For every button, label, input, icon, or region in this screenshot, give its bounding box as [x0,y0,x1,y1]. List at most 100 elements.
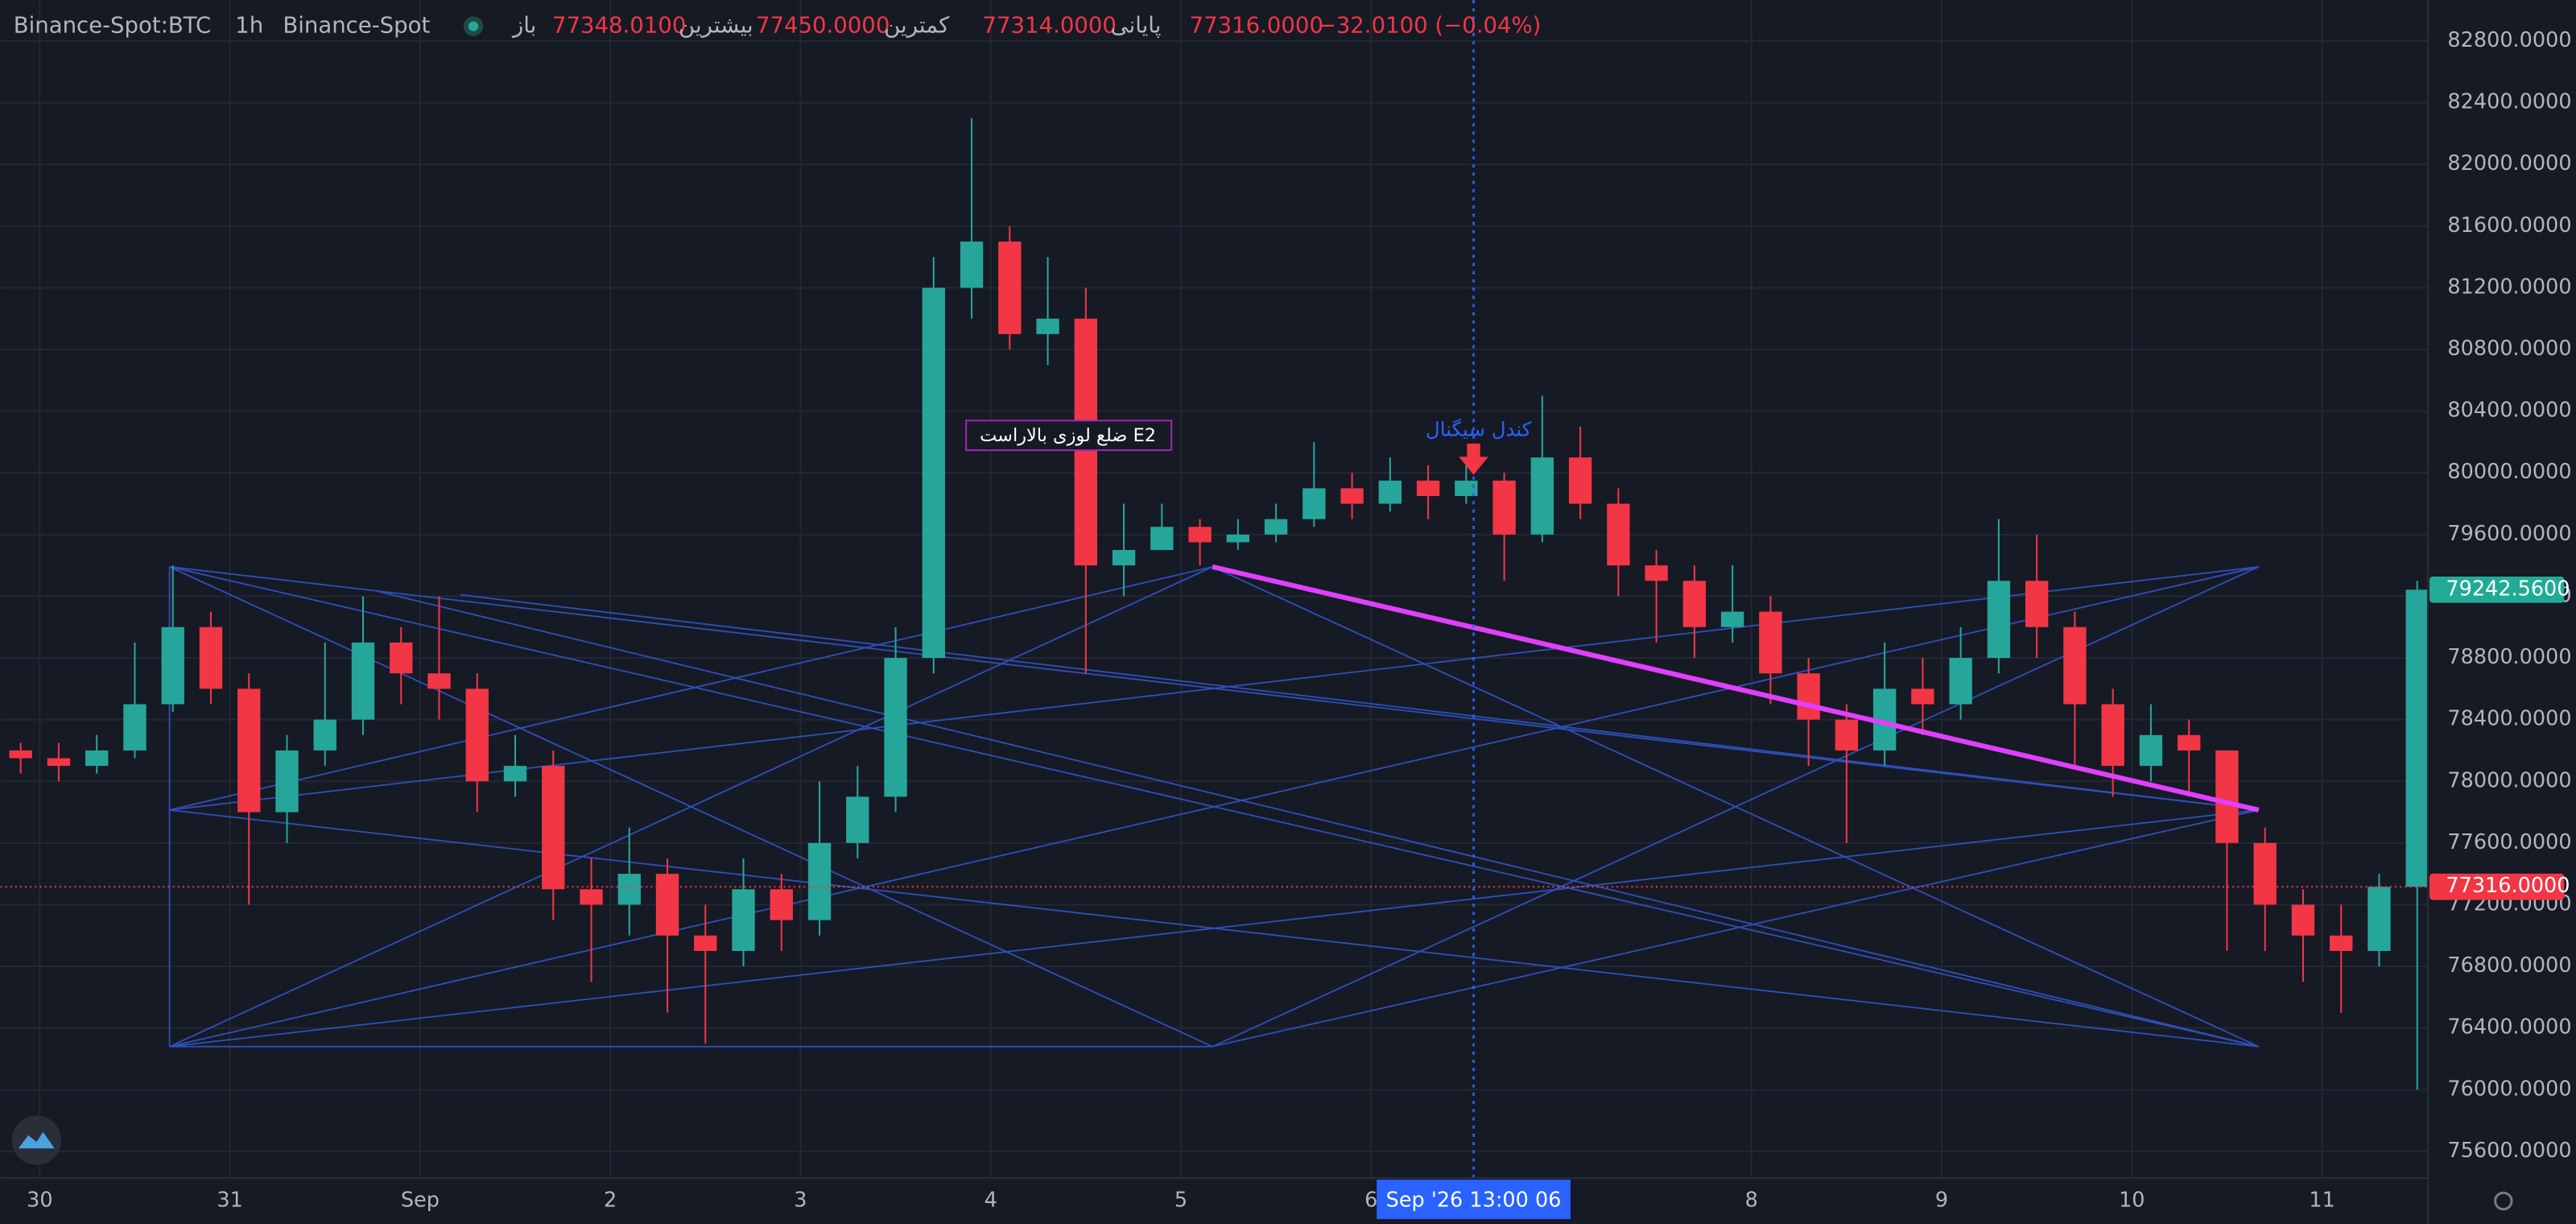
x-tick-label: 31 [217,1188,242,1212]
candle-body [1302,488,1326,519]
candle-body [655,874,679,936]
low-value: 77314.0000 [983,13,1117,39]
candle-body [1759,611,1782,674]
symbol: Binance-Spot:BTC [14,13,212,39]
trend-line [1212,564,2260,813]
candle-body [123,704,147,751]
candle-body [2405,589,2428,887]
candle-body [1607,503,1630,566]
candle-body [1568,457,1592,504]
y-tick-label: 81200.0000 [2447,275,2571,299]
candle-body [770,889,793,920]
candle-body [884,658,907,797]
candle-body [2215,750,2239,843]
candle-body [1378,480,1402,504]
candle-body [390,642,413,674]
x-tick-label: 30 [27,1188,52,1212]
candle-body [2253,842,2277,905]
y-tick-label: 78800.0000 [2447,645,2571,669]
candle-body [998,241,1022,334]
logo[interactable] [11,1115,61,1165]
x-tick-label: 9 [1935,1188,1948,1212]
price-label: 79242.5600 [2446,577,2570,601]
candle-body [1835,719,1859,751]
candle-body [2291,904,2315,936]
interval: 1h [235,13,263,39]
candle-body [1492,480,1516,535]
x-tick-label: 3 [794,1188,807,1212]
grid [0,0,2428,1178]
x-tick-label: 10 [2119,1188,2145,1212]
candle-body [313,719,336,751]
candle-body [47,758,71,767]
y-tick-label: 76800.0000 [2447,953,2571,978]
candle-body [846,796,869,843]
candle-body [2178,734,2201,751]
candle-body [1720,611,1744,627]
crosshair-label: Sep '26 13:00 06 [1386,1188,1562,1212]
candle-body [1987,581,2011,659]
candle-body [2139,734,2163,767]
y-tick-label: 81600.0000 [2447,213,2571,238]
x-tick-label: 6 [1364,1188,1377,1212]
y-tick-label: 76000.0000 [2447,1077,2571,1101]
candle-body [1645,565,1668,581]
close-label: پایانی [1111,13,1162,39]
annotation: کندل سیگنال [1426,418,1532,441]
candle-body [1226,534,1250,543]
candle-body [1036,318,1059,334]
high-value: 77450.0000 [756,13,890,39]
candle-body [1949,658,1972,705]
candle-body [199,626,223,689]
logo-mark [18,1131,55,1149]
candle-body [1112,549,1136,566]
axes: 75600.0000 76000.0000 76400.0000 76800.0000… [27,28,2571,1212]
candle-body [427,673,451,689]
candle-body [2101,704,2124,767]
close-value: 77316.0000 [1190,13,1323,39]
candles [0,118,2428,1090]
header: Binance-Spot:BTC 1h Binance-Spot باز 773… [14,13,1542,39]
y-tick-label: 77600.0000 [2447,830,2571,854]
x-tick-label: Sep [401,1188,440,1212]
candle-body [542,766,565,890]
y-tick-label: 82400.0000 [2447,90,2571,114]
candle-body [732,889,755,951]
y-tick-label: 82000.0000 [2447,151,2571,176]
price-label-box [2429,576,2565,603]
candle-body [351,642,375,720]
open-value: 77348.0100 [552,13,686,39]
x-tick-label: 8 [1745,1188,1758,1212]
x-tick-label: 5 [1174,1188,1187,1212]
annotation-box [965,420,1173,452]
candle-body [2330,935,2353,951]
candle-body [1911,688,1934,705]
candle-body [960,241,984,288]
annotation: ضلع لوزی بالاراست E2 [980,425,1156,446]
y-tick-label: 78400.0000 [2447,707,2571,731]
candle-body [807,842,832,920]
candle-body [1530,457,1554,535]
pattern-lines [168,565,2260,1048]
y-tick-label: 80400.0000 [2447,399,2571,423]
candle-body [237,688,261,813]
candle-body [161,626,184,705]
high-label: بیشترین [679,13,753,39]
exchange: Binance-Spot [283,13,430,39]
y-tick-label: 82800.0000 [2447,28,2571,52]
signal-arrow [1459,443,1488,475]
candle-body [1340,488,1364,504]
candle-body [275,750,299,813]
candle-body [922,287,945,659]
candle-body [1416,480,1440,496]
status-dot [468,21,479,31]
candle-body [503,766,527,782]
candle-body [465,688,489,782]
y-tick-label: 80000.0000 [2447,460,2571,484]
x-tick-label: 2 [604,1188,617,1212]
candle-body [2025,581,2049,627]
price-label: 77316.0000 [2446,874,2570,898]
settings-icon[interactable] [2494,1191,2513,1211]
